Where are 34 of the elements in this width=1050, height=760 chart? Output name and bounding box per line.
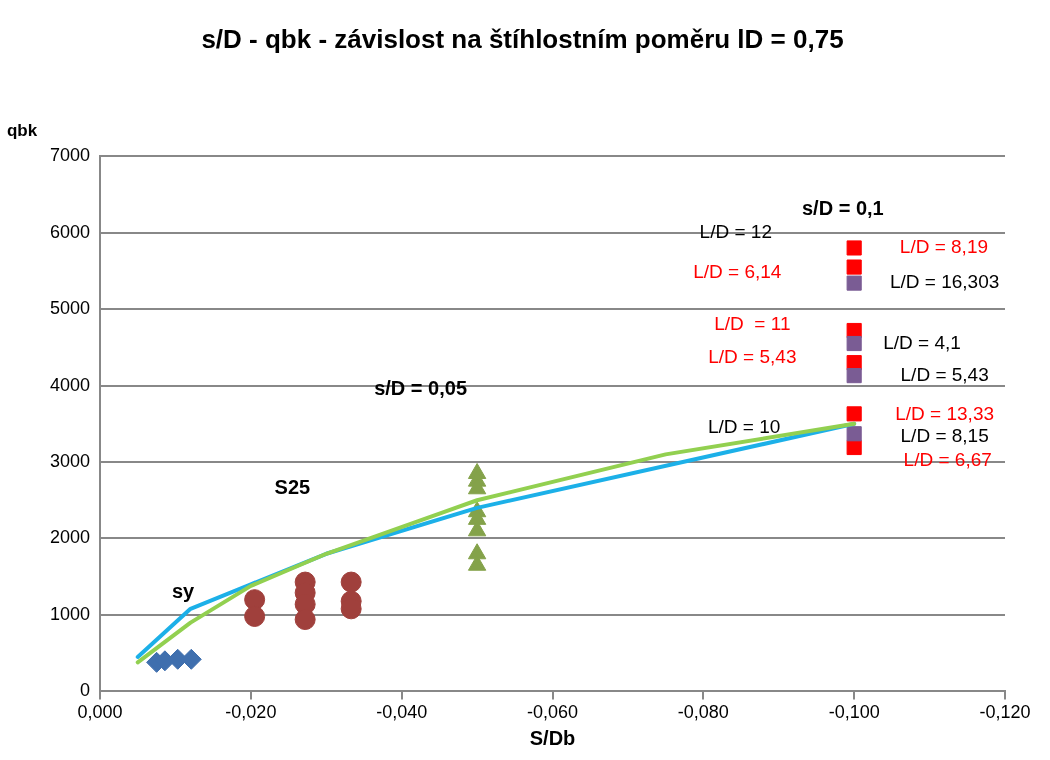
x-tick-label: -0,120 — [979, 702, 1031, 723]
annotation: S25 — [274, 476, 311, 499]
annotation: L/D = 5,43 — [708, 345, 797, 367]
x-tick-label: 0,000 — [77, 702, 123, 723]
annotation: L/D = 13,33 — [895, 402, 995, 424]
annotation: s/D = 0,1 — [801, 197, 884, 220]
y-tick-label: 7000 — [50, 145, 91, 166]
annotation: L/D = 6,67 — [903, 449, 992, 471]
y-tick-label: 4000 — [50, 374, 91, 395]
y-tick-label: 0 — [80, 680, 91, 701]
annotation: L/D = 11 — [714, 312, 791, 334]
annotation: L/D = 10 — [707, 415, 781, 437]
x-tick-label: -0,060 — [527, 702, 579, 723]
y-tick-label: 6000 — [50, 221, 91, 242]
y-tick-label: 5000 — [50, 298, 91, 319]
annotation: L/D = 5,43 — [900, 363, 989, 385]
annotation: L/D = 6,14 — [693, 260, 782, 282]
annotation: L/D = 8,15 — [900, 425, 989, 447]
annotation: L/D = 12 — [699, 220, 772, 242]
x-tick-label: -0,100 — [828, 702, 880, 723]
annotation: L/D = 8,19 — [899, 236, 989, 258]
x-tick-label: -0,040 — [376, 702, 428, 723]
y-axis-title: qbk — [6, 120, 38, 140]
x-tick-label: -0,020 — [225, 702, 277, 723]
y-tick-label: 3000 — [50, 451, 91, 471]
x-axis-title: S/Db — [529, 726, 576, 749]
annotation: sy — [171, 579, 196, 602]
chart-title: s/D - qbk - závislost na štíhlostním poměru lD = 0,75 — [201, 23, 844, 54]
y-tick-label: 2000 — [50, 527, 91, 548]
annotation: s/D = 0,05 — [374, 376, 467, 399]
y-tick-label: 1000 — [50, 603, 91, 624]
x-tick-label: -0,080 — [677, 702, 729, 723]
annotation: L/D = 16,303 — [889, 270, 1000, 292]
annotation: L/D = 4,1 — [883, 331, 961, 353]
